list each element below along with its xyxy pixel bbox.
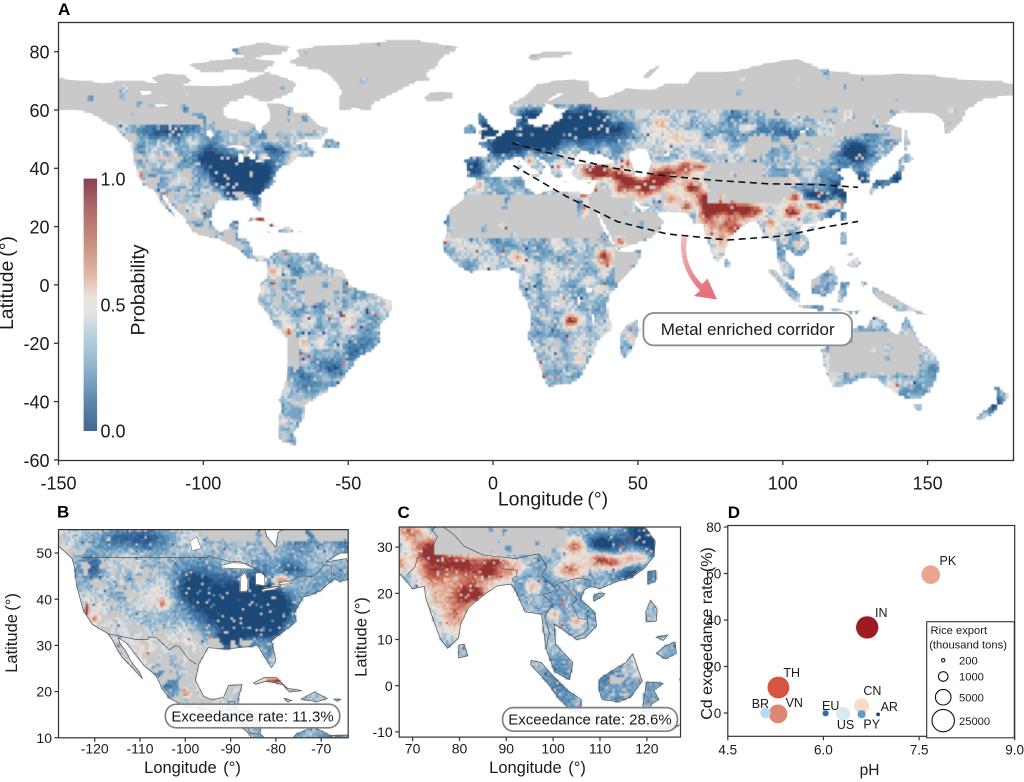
svg-text:A: A [58, 0, 70, 19]
svg-text:PY: PY [863, 718, 880, 732]
svg-text:B: B [57, 503, 69, 522]
svg-text:40: 40 [29, 159, 49, 179]
svg-text:40: 40 [36, 591, 52, 607]
svg-text:-100: -100 [171, 741, 199, 757]
svg-text:US: US [837, 718, 854, 732]
svg-text:-40: -40 [23, 393, 49, 413]
svg-text:0.5: 0.5 [101, 295, 126, 315]
svg-text:7.5: 7.5 [910, 743, 929, 758]
svg-text:Longitude (°): Longitude (°) [489, 759, 586, 777]
svg-text:10: 10 [36, 730, 52, 746]
svg-text:BR: BR [752, 697, 769, 711]
svg-text:20: 20 [377, 585, 393, 601]
svg-text:CN: CN [863, 684, 881, 698]
svg-text:(thousand tons): (thousand tons) [929, 640, 1007, 652]
svg-text:20: 20 [706, 660, 721, 675]
svg-text:110: 110 [589, 741, 612, 757]
svg-text:20: 20 [36, 684, 52, 700]
svg-text:9.0: 9.0 [1005, 743, 1024, 758]
svg-text:-90: -90 [220, 741, 240, 757]
svg-text:Longitude (°): Longitude (°) [498, 489, 608, 511]
svg-text:40: 40 [706, 613, 721, 628]
svg-text:-110: -110 [127, 741, 154, 757]
svg-text:-80: -80 [266, 741, 286, 757]
svg-text:Probability: Probability [128, 244, 150, 335]
svg-text:-70: -70 [311, 741, 331, 757]
svg-text:80: 80 [706, 520, 721, 535]
svg-text:120: 120 [635, 741, 659, 757]
svg-text:Rice export: Rice export [931, 625, 988, 637]
svg-text:80: 80 [452, 741, 468, 757]
svg-text:-60: -60 [23, 451, 49, 471]
svg-text:-10: -10 [372, 724, 392, 740]
svg-text:10: 10 [377, 632, 393, 648]
svg-text:30: 30 [377, 539, 393, 555]
svg-text:C: C [398, 503, 410, 522]
svg-text:VN: VN [786, 696, 803, 710]
svg-text:-120: -120 [81, 741, 109, 757]
svg-text:90: 90 [499, 741, 515, 757]
svg-text:Latitude (°): Latitude (°) [0, 236, 18, 330]
svg-text:IN: IN [875, 606, 888, 620]
svg-text:Latitude (°): Latitude (°) [353, 597, 371, 677]
svg-text:pH: pH [860, 762, 880, 779]
svg-text:Metal enriched corridor: Metal enriched corridor [661, 320, 835, 339]
svg-text:Latitude (°): Latitude (°) [3, 593, 21, 673]
svg-text:0: 0 [385, 678, 393, 694]
svg-text:0: 0 [488, 474, 498, 494]
svg-text:80: 80 [29, 43, 49, 63]
svg-text:Exceedance rate: 28.6%: Exceedance rate: 28.6% [508, 712, 671, 729]
svg-text:60: 60 [29, 101, 49, 121]
svg-text:-50: -50 [335, 474, 361, 494]
svg-text:50: 50 [628, 474, 648, 494]
svg-text:20: 20 [29, 218, 49, 238]
svg-text:100: 100 [541, 741, 565, 757]
svg-text:-150: -150 [40, 474, 76, 494]
svg-text:Exceedance rate: 11.3%: Exceedance rate: 11.3% [171, 708, 333, 725]
svg-text:30: 30 [36, 638, 52, 654]
svg-text:Cd exceedance rate (%): Cd exceedance rate (%) [699, 547, 716, 720]
svg-text:6.0: 6.0 [814, 743, 833, 758]
svg-text:0: 0 [714, 706, 722, 721]
svg-text:150: 150 [913, 474, 943, 494]
svg-text:60: 60 [706, 567, 721, 582]
svg-text:PK: PK [940, 554, 957, 568]
svg-text:0: 0 [39, 276, 49, 296]
svg-text:50: 50 [36, 545, 52, 561]
svg-text:25000: 25000 [959, 716, 990, 728]
svg-text:1.0: 1.0 [101, 170, 126, 190]
svg-text:0.0: 0.0 [101, 422, 126, 442]
svg-text:-20: -20 [23, 334, 49, 354]
svg-text:Longitude (°): Longitude (°) [144, 759, 241, 777]
svg-text:1000: 1000 [959, 672, 984, 684]
svg-text:D: D [728, 503, 740, 522]
svg-text:EU: EU [822, 699, 839, 713]
svg-text:70: 70 [405, 741, 421, 757]
svg-text:200: 200 [959, 655, 978, 667]
svg-text:4.5: 4.5 [718, 743, 737, 758]
svg-text:TH: TH [783, 666, 800, 680]
svg-text:100: 100 [768, 474, 798, 494]
svg-text:-100: -100 [185, 474, 221, 494]
svg-text:AR: AR [881, 700, 898, 714]
svg-text:5000: 5000 [959, 692, 984, 704]
